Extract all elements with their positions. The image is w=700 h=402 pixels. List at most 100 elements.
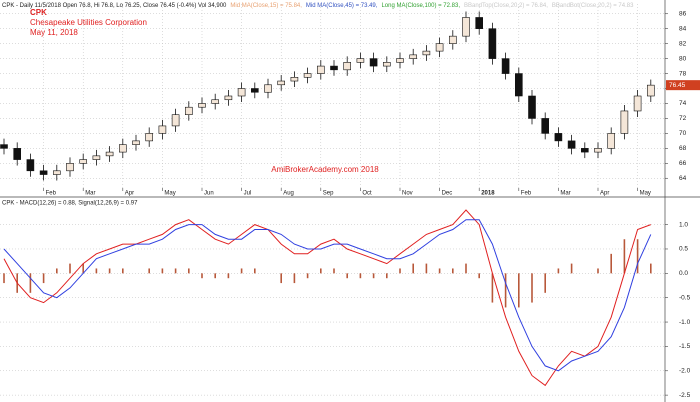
candle-body [290,77,299,82]
candle-body [119,144,127,153]
candle-body [343,62,352,71]
indicator-label: Mid MA(Close,45) = 73.49, [306,3,378,9]
candle-body [132,140,140,145]
candle-body [594,148,602,153]
y-tick-label: -2.5 [679,392,691,399]
candle-body [409,54,418,59]
x-tick-label: Apr [600,191,609,197]
y-tick-label: 64 [679,175,687,182]
x-tick-label: Dec [442,191,453,197]
candle-body [224,95,233,101]
candle-body [79,159,87,164]
candle-body [620,110,629,134]
candle-body [303,73,312,78]
candle-body [396,58,404,63]
y-tick-label: 86 [679,10,687,17]
x-tick-label: Mar [85,191,95,197]
x-tick-label: 2018 [481,191,495,197]
candle-body [185,106,193,115]
y-tick-label: -0.5 [679,294,691,301]
candle-body [501,58,510,74]
x-tick-label: Jun [204,191,214,197]
candle-body [52,170,61,175]
candle-body [475,17,484,29]
candle-body [264,84,272,93]
macd-line [3,219,652,372]
y-tick-label: 1.0 [679,221,688,228]
y-tick-label: -2.0 [679,367,691,374]
candle-body [382,62,391,67]
candle-body [92,155,101,160]
candle-body [514,73,523,97]
indicator-label: Long MA(Close,100) = 72.83, [381,3,460,9]
indicator-label: BBandBot(Close,20,2) = 74.83 [552,3,634,9]
macd-line [3,209,651,387]
x-tick-label: Nov [402,191,413,197]
y-tick-label: 68 [679,145,687,152]
price-header: CPK - Daily 11/5/2018 Open 76.8, Hi 76.8… [2,3,634,9]
candle-body [198,103,206,108]
date: May 11, 2018 [30,28,78,37]
symbol: CPK [30,8,47,17]
y-tick-label: 84 [679,25,687,32]
candle-body [646,84,655,97]
candle-body [541,118,550,134]
y-tick-label: 80 [679,55,687,62]
candle-body [0,144,8,149]
x-tick-label: Aug [283,191,294,197]
candle-body [105,151,114,157]
x-tick-label: May [640,191,651,197]
indicator-label: Mid MA(Close,15) = 75.84, [230,3,302,9]
candle-body [435,43,444,52]
x-tick-label: Sep [323,191,334,197]
macd-header: CPK - MACD(12,26) = 0.88, Signal(12,26,9… [2,201,138,207]
indicator-label: BBandTop(Close,20,2) = 76.84, [464,3,548,9]
candle-body [462,17,470,37]
watermark: AmiBrokerAcademy.com 2018 [271,165,379,174]
last-price-box [666,80,700,91]
candle-body [528,95,536,119]
x-tick-label: May [164,191,175,197]
y-tick-label: 0.5 [679,246,688,253]
candle-body [422,50,431,56]
candle-body [488,28,497,59]
candle-body [145,133,153,142]
candle-body [448,35,457,44]
header-text: CPK - Daily 11/5/2018 Open 76.8, Hi 76.8… [2,3,227,9]
x-tick-label: Feb [46,191,57,197]
x-tick-label: Mar [560,191,570,197]
candle-body [554,133,563,142]
candle-body [251,88,259,93]
candle-body [316,65,325,74]
candle-body [607,133,616,149]
y-tick-label: 70 [679,130,687,137]
candle-body [26,159,35,172]
candle-body [580,148,589,153]
candle-body [330,65,338,71]
x-tick-label: Feb [521,191,532,197]
candle-body [277,80,286,86]
y-tick-label: 78 [679,70,687,77]
y-tick-label: 66 [679,160,687,167]
x-tick-label: Apr [125,191,134,197]
y-tick-label: 74 [679,100,687,107]
y-tick-label: -1.0 [679,319,691,326]
y-tick-label: 82 [679,40,687,47]
x-tick-label: Jul [244,191,252,197]
candle-body [66,163,74,172]
y-tick-label: 0.0 [679,270,688,277]
company: Chesapeake Utilities Corporation [30,18,147,27]
candle-body [171,114,180,127]
candle-body [369,58,378,67]
candle-body [237,88,246,97]
candle-body [567,140,576,149]
x-tick-label: Oct [362,191,372,197]
candle-body [158,125,167,134]
candle-body [211,99,219,104]
candle-body [356,58,365,63]
candle-body [39,170,48,175]
candle-body [633,95,642,112]
last-price-label: 76.45 [669,82,686,89]
candle-body [13,148,21,160]
